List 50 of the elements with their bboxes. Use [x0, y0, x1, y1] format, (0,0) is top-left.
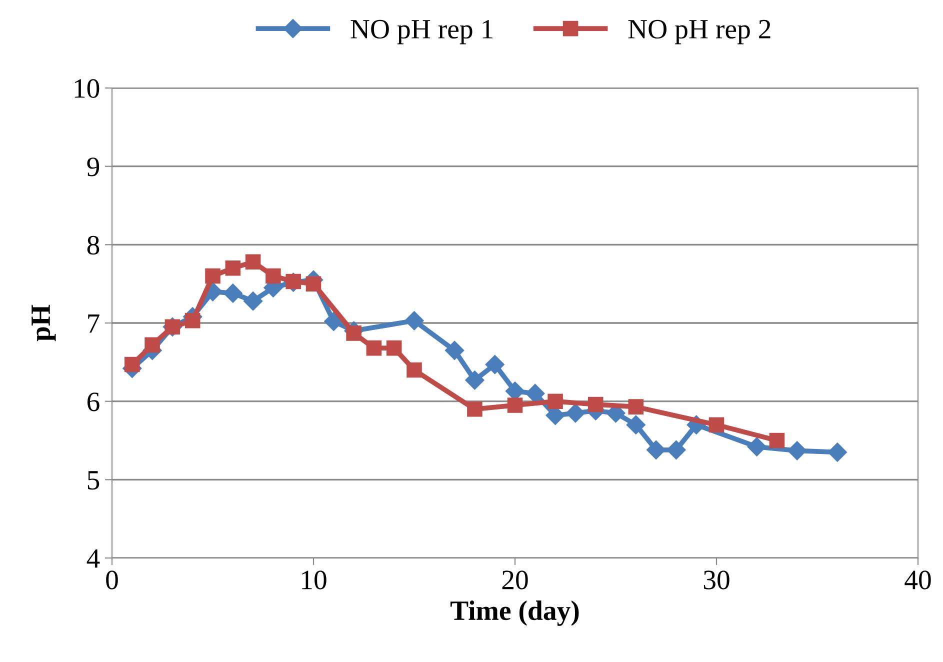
point [406, 362, 422, 378]
point [144, 337, 160, 353]
point [225, 260, 241, 276]
x-tick-label: 40 [904, 570, 931, 590]
point [205, 268, 220, 284]
y-tick-label: 5 [88, 471, 100, 490]
x-tick-label: 30 [704, 570, 730, 590]
point [386, 340, 402, 356]
point [467, 402, 482, 417]
point [245, 254, 261, 270]
point [666, 440, 686, 460]
point [366, 340, 382, 356]
point [404, 311, 424, 330]
point [628, 399, 644, 414]
point [124, 356, 140, 372]
x-tick-label: 0 [106, 570, 118, 590]
point [465, 370, 484, 390]
point [507, 398, 523, 413]
point [346, 326, 362, 341]
legend-label: NO pH rep 2 [628, 20, 770, 44]
y-tick-label: 4 [86, 549, 100, 568]
point [445, 340, 464, 360]
x-tick-label: 20 [502, 570, 528, 590]
point [588, 396, 604, 412]
point [244, 292, 263, 311]
y-tick-label: 9 [87, 158, 100, 176]
point [626, 415, 646, 434]
point [286, 274, 301, 290]
point [184, 313, 200, 328]
y-tick-label: 8 [87, 236, 100, 255]
y-tick-label: 10 [74, 79, 100, 98]
point [485, 354, 504, 374]
point [828, 442, 847, 462]
point [769, 432, 785, 448]
point [566, 404, 585, 423]
y-tick-label: 7 [88, 314, 100, 333]
point [646, 440, 666, 460]
legend-label: NO pH rep 1 [350, 20, 492, 44]
point [266, 268, 281, 284]
point [788, 441, 807, 460]
x-tick-label: 10 [302, 570, 326, 590]
y-tick-label: 6 [88, 392, 100, 412]
point [223, 284, 242, 303]
point [708, 417, 724, 432]
point [747, 437, 766, 456]
point [324, 312, 344, 331]
point [548, 394, 563, 409]
x-axis-title: Time (day) [450, 600, 579, 626]
y-axis-title: pH [32, 304, 56, 342]
point [306, 276, 322, 292]
